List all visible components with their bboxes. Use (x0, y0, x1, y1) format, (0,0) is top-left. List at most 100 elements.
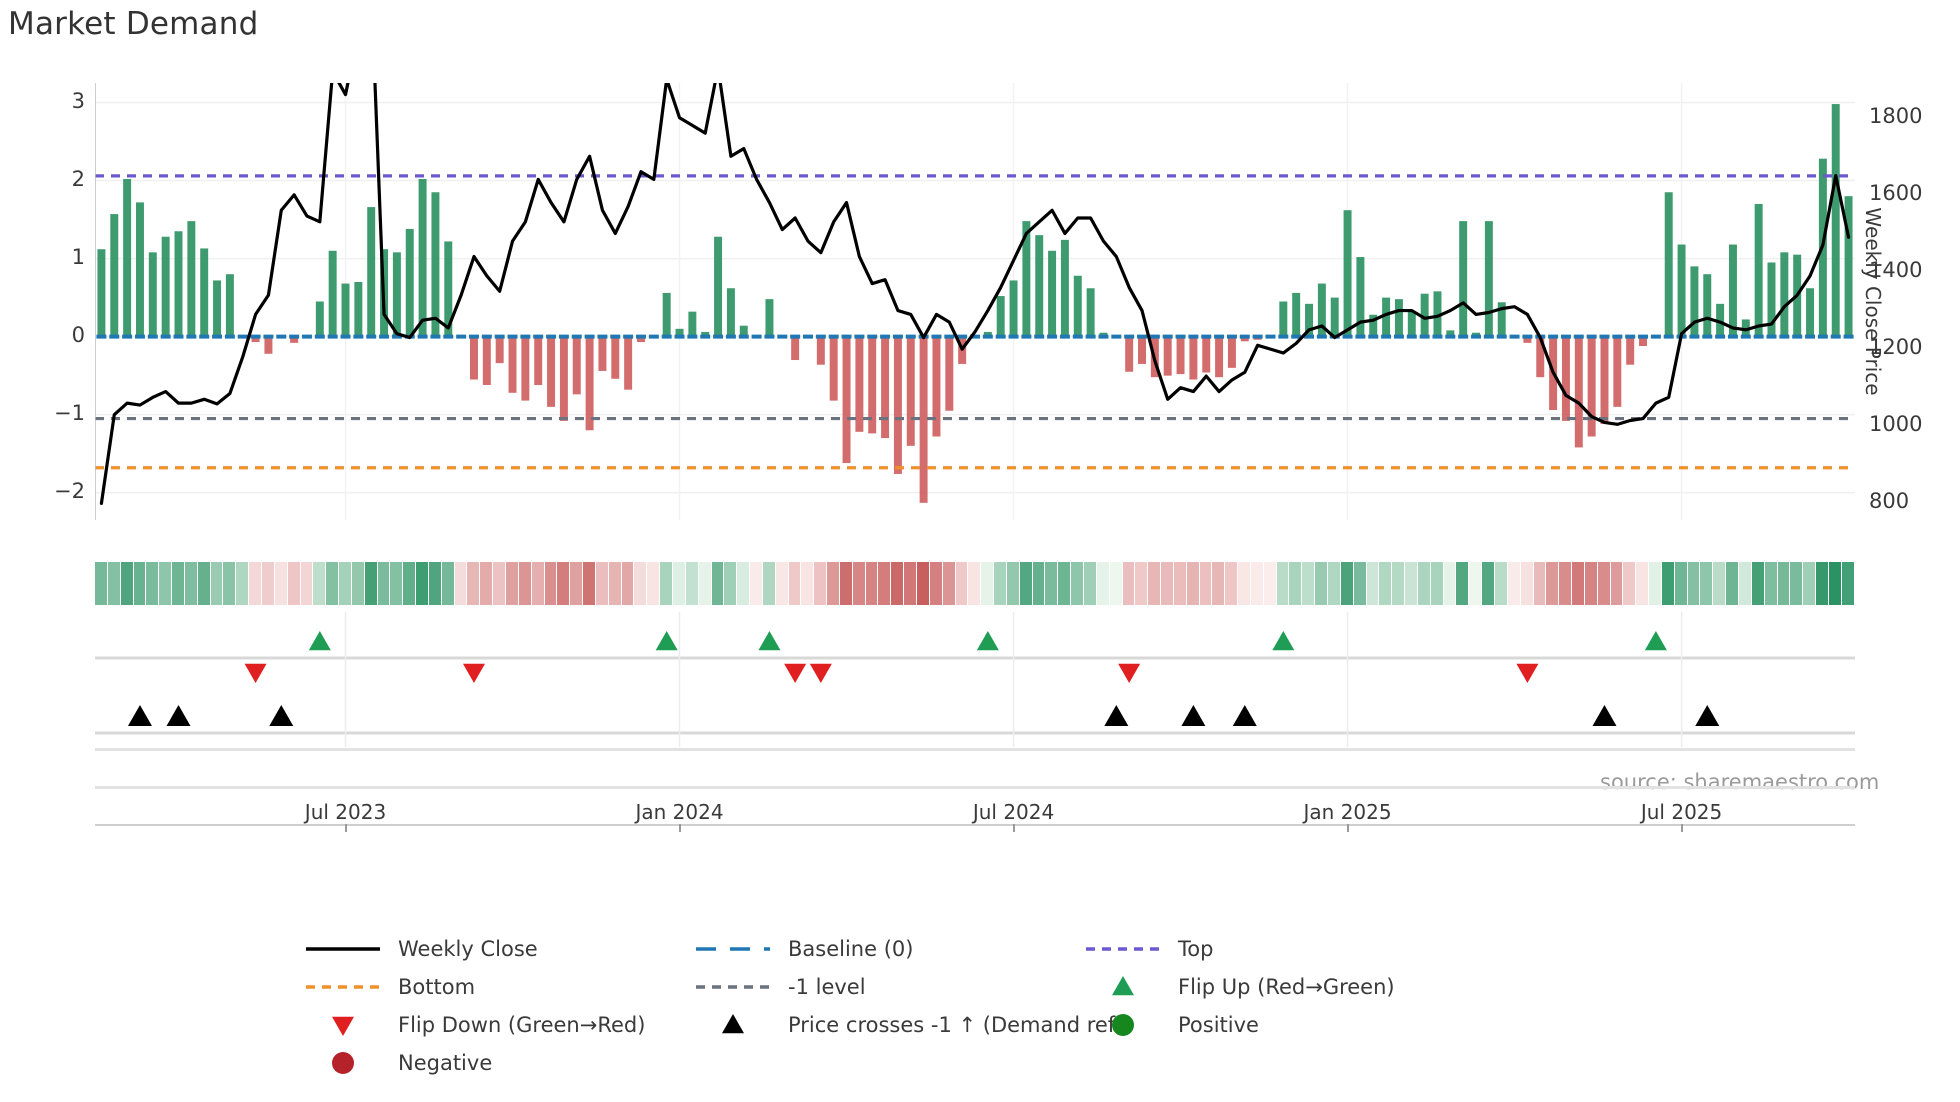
heatmap-cell (1841, 562, 1854, 605)
legend-marker (300, 975, 386, 999)
heatmap-cell (737, 562, 750, 605)
heatmap-cell (1225, 562, 1238, 605)
legend-row: Negative (300, 1044, 1700, 1082)
heatmap-cell (1276, 562, 1289, 605)
demand-bar-positive (1497, 302, 1506, 337)
heatmap-cell (1379, 562, 1392, 605)
legend-item-empty (1080, 1044, 1500, 1082)
heatmap-cell (660, 562, 672, 605)
demand-bar-negative (508, 336, 517, 393)
minus-one-line-icon (696, 985, 770, 989)
demand-bar-negative (868, 336, 877, 434)
demand-bar-negative (1163, 336, 1172, 376)
heatmap-cell (917, 562, 929, 605)
heatmap-cell (1289, 562, 1302, 605)
y-tick-right-1: 1600 (1869, 180, 1923, 205)
heatmap-cell (1674, 562, 1687, 605)
demand-bar-negative (1600, 336, 1609, 425)
legend-row: Bottom -1 level Flip Up (Red→Green) (300, 968, 1700, 1006)
heatmap-cell (1263, 562, 1276, 605)
legend-marker (1080, 1013, 1166, 1037)
y-tick-left-0: 3 (71, 88, 85, 113)
demand-bar-negative (881, 336, 890, 439)
heatmap-cell (300, 562, 313, 605)
heatmap-cell (595, 562, 608, 605)
heatmap-cell (467, 562, 480, 605)
demand-bar-positive (431, 192, 440, 337)
heatmap-cell (1751, 562, 1764, 605)
heatmap-cell (249, 562, 261, 605)
source-note: source: sharemaestro.com (1600, 770, 1880, 794)
legend-marker (1080, 975, 1166, 999)
demand-bar-negative (945, 336, 954, 411)
legend-label: Positive (1178, 1013, 1259, 1037)
x-tick-mark (1012, 824, 1015, 832)
heatmap-cell (518, 562, 531, 605)
heatmap-cell (1661, 562, 1674, 605)
heatmap-cell (313, 562, 326, 605)
baseline-icon (696, 947, 770, 951)
demand-bar-negative (816, 336, 825, 365)
heatmap-cell (1148, 562, 1161, 605)
heatmap-cell (351, 562, 364, 605)
demand-bar-positive (1806, 288, 1815, 337)
legend-marker (690, 937, 776, 961)
demand-bar-positive (123, 178, 132, 337)
heatmap-cell (1405, 562, 1417, 605)
demand-bar-positive (983, 331, 992, 337)
legend-item-dotted-line-gray: -1 level (690, 968, 1080, 1006)
demand-bar-negative (547, 336, 556, 407)
demand-bar-positive (1022, 221, 1031, 337)
heatmap-cell (184, 562, 197, 605)
heatmap-cell (1212, 562, 1225, 605)
legend-row: Flip Down (Green→Red) Price crosses -1 ↑ … (300, 1006, 1700, 1044)
heatmap-cell (1135, 562, 1148, 605)
demand-bar-positive (1060, 239, 1069, 337)
heatmap-cell (1315, 562, 1327, 605)
demand-bar-positive (662, 292, 671, 337)
demand-bar-positive (701, 331, 710, 337)
heatmap-cell (775, 562, 788, 605)
rule (95, 748, 1855, 751)
heatmap-cell (981, 562, 994, 605)
demand-bar-positive (1356, 257, 1365, 337)
flip-down-marker (1118, 663, 1141, 683)
demand-bar-positive (1009, 280, 1018, 337)
demand-bar-positive (367, 207, 376, 337)
x-tick-mark (1346, 824, 1349, 832)
legend-label: Negative (398, 1051, 493, 1075)
x-tick-4: Jul 2025 (1640, 800, 1723, 824)
heatmap-cell (1572, 562, 1584, 605)
demand-bar-positive (174, 231, 183, 337)
legend-marker (300, 1013, 386, 1037)
heatmap-cell (1816, 562, 1828, 605)
heatmap-cell (762, 562, 775, 605)
flip-up-marker (655, 631, 678, 651)
heatmap-cell (1366, 562, 1379, 605)
demand-bar-negative (1215, 336, 1224, 378)
heatmap-cell (146, 562, 159, 605)
positive-dot-icon (1112, 1014, 1134, 1036)
heatmap-cell (172, 562, 184, 605)
y-tick-left-3: 0 (71, 322, 85, 347)
x-tick-0: Jul 2023 (304, 800, 387, 824)
marker-canvas (95, 612, 1855, 747)
heatmap-cell (1507, 562, 1520, 605)
demand-bar-positive (714, 236, 723, 337)
heatmap-cell (441, 562, 454, 605)
demand-bar-negative (1227, 336, 1236, 368)
demand-bar-positive (1292, 292, 1301, 337)
legend-item-dashed-line-blue: Baseline (0) (690, 930, 1080, 968)
heatmap-cell (1739, 562, 1751, 605)
legend-item-circle-red: Negative (300, 1044, 690, 1082)
price-cross-marker (1104, 705, 1129, 726)
y-tick-right-3: 1200 (1869, 335, 1923, 360)
demand-bar-negative (919, 336, 928, 503)
heatmap-cell (621, 562, 634, 605)
heatmap-cell (1122, 562, 1135, 605)
heatmap-cell (814, 562, 827, 605)
heatmap-cell (1340, 562, 1353, 605)
demand-bar-positive (1780, 252, 1789, 337)
weekly-close-icon (306, 947, 380, 951)
demand-bar-negative (791, 336, 800, 361)
